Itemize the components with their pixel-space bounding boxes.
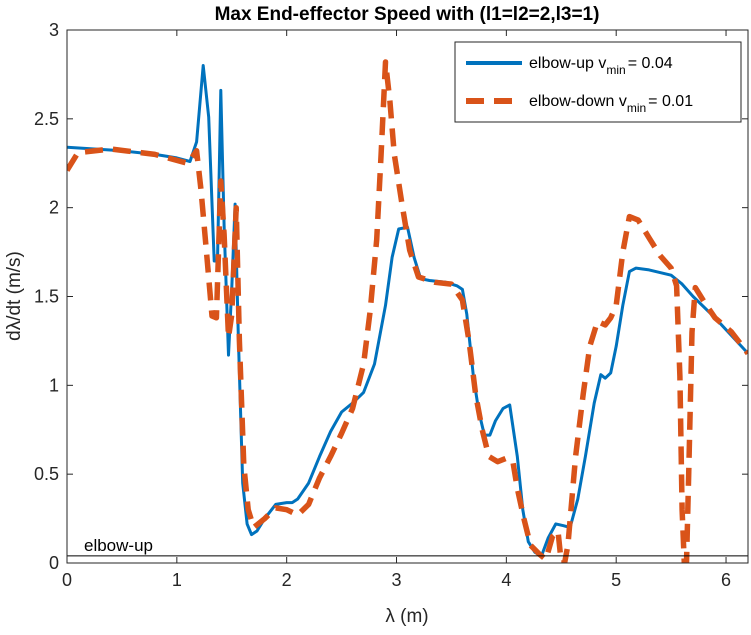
legend-entry-elbow-down: elbow-down vmin = 0.01 (529, 93, 693, 115)
x-tick-label: 2 (282, 570, 292, 590)
legend: elbow-up vmin = 0.04 elbow-down vmin = 0.0… (454, 41, 742, 123)
y-tick-label: 0.5 (34, 464, 59, 484)
y-tick-label: 1.5 (34, 287, 59, 307)
y-tick-label: 1 (49, 375, 59, 395)
x-tick-label: 6 (721, 570, 731, 590)
legend-entry-elbow-up: elbow-up vmin = 0.04 (529, 55, 673, 77)
x-tick-label: 1 (172, 570, 182, 590)
x-tick-label: 4 (501, 570, 511, 590)
reference-layer: elbow-up (67, 536, 748, 557)
series-layer (67, 59, 748, 563)
x-tick-label: 5 (611, 570, 621, 590)
y-tick-label: 0 (49, 553, 59, 573)
y-axis-title: dλ/dt (m/s) (4, 251, 25, 341)
series-line-elbow-down (67, 59, 748, 563)
x-tick-label: 3 (392, 570, 402, 590)
chart-title: Max End-effector Speed with (l1=l2=2,l3=… (215, 4, 600, 25)
legend-box (454, 41, 742, 123)
x-axis-ticks: 0 1 2 3 4 5 6 (62, 30, 731, 590)
x-axis-title: λ (m) (385, 606, 428, 627)
y-axis-ticks: 0 0.5 1 1.5 2 2.5 3 (34, 20, 748, 573)
reference-line-label: elbow-up (84, 536, 153, 555)
y-tick-label: 2 (49, 198, 59, 218)
y-tick-label: 3 (49, 20, 59, 40)
y-tick-label: 2.5 (34, 109, 59, 129)
x-tick-label: 0 (62, 570, 72, 590)
